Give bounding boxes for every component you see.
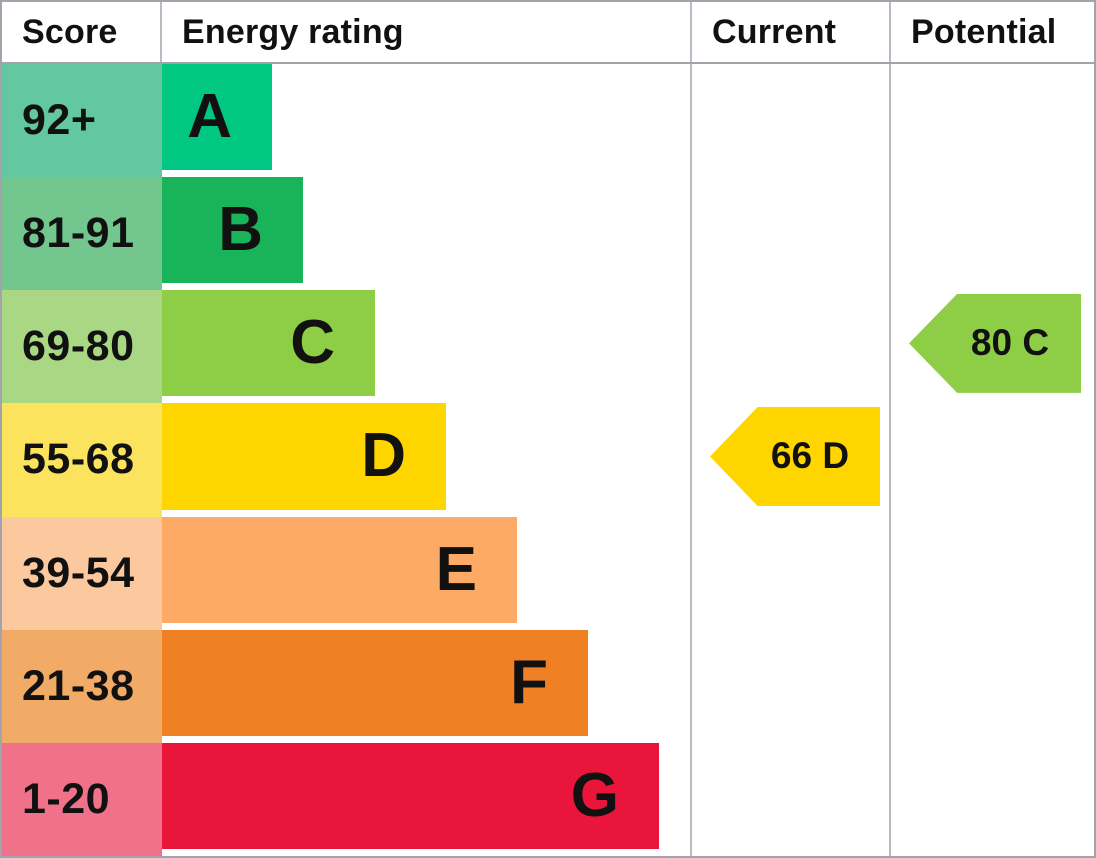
potential-marker-row — [891, 403, 1092, 516]
score-range-label: 81-91 — [22, 209, 135, 258]
band-letter-c: C — [290, 308, 335, 378]
column-header-potential: Potential — [911, 12, 1057, 51]
score-range-cell-f: 21-38 — [2, 629, 162, 743]
column-header-score: Score — [2, 2, 162, 62]
band-row-b: B — [162, 177, 692, 290]
band-bar-e: E — [162, 516, 517, 623]
column-header-energy-rating: Energy rating — [162, 2, 692, 62]
current-column: 66 D — [690, 64, 889, 856]
current-marker-row: 66 D — [692, 403, 889, 516]
band-row-d: D — [162, 403, 692, 516]
band-bar-d: D — [162, 403, 446, 510]
current-marker-row — [692, 177, 889, 290]
column-header-current: Current — [692, 2, 891, 62]
potential-rating-value: 80 C — [970, 322, 1050, 364]
current-marker-row — [692, 290, 889, 403]
table-header-row: Score Energy rating Current Potential — [2, 2, 1094, 64]
score-range-cell-g: 1-20 — [2, 742, 162, 856]
score-range-label: 92+ — [22, 96, 97, 145]
score-range-cell-b: 81-91 — [2, 177, 162, 291]
score-range-label: 1-20 — [22, 774, 111, 823]
potential-marker-row: 80 C — [891, 290, 1092, 403]
potential-marker-row — [891, 517, 1092, 630]
band-bar-c: C — [162, 290, 375, 397]
score-range-label: 39-54 — [22, 548, 135, 597]
band-bar-a: A — [162, 64, 272, 171]
current-marker-row — [692, 743, 889, 856]
band-row-g: G — [162, 742, 692, 856]
current-marker-row — [692, 630, 889, 743]
score-range-label: 55-68 — [22, 435, 135, 484]
band-letter-g: G — [570, 760, 619, 830]
band-letter-f: F — [510, 647, 548, 717]
score-column: 92+ 81-91 69-80 55-68 39-54 21-38 1-20 — [2, 64, 162, 856]
potential-column: 80 C — [889, 64, 1092, 856]
band-letter-b: B — [218, 195, 263, 265]
band-row-a: A — [162, 64, 692, 177]
potential-marker-row — [891, 630, 1092, 743]
band-letter-d: D — [361, 421, 406, 491]
band-bar-g: G — [162, 742, 659, 849]
band-row-c: C — [162, 290, 692, 403]
potential-marker-row — [891, 64, 1092, 177]
score-range-cell-c: 69-80 — [2, 290, 162, 404]
band-letter-e: E — [435, 534, 477, 604]
current-marker-row — [692, 517, 889, 630]
score-range-cell-a: 92+ — [2, 64, 162, 178]
band-bar-f: F — [162, 629, 588, 736]
current-rating-value: 66 D — [770, 435, 850, 477]
band-row-e: E — [162, 516, 692, 630]
band-letter-a: A — [187, 82, 232, 152]
score-range-label: 69-80 — [22, 322, 135, 371]
band-bar-b: B — [162, 177, 303, 284]
score-range-label: 21-38 — [22, 661, 135, 710]
potential-marker-row — [891, 177, 1092, 290]
current-marker-row — [692, 64, 889, 177]
potential-rating-arrow: 80 C — [909, 293, 1081, 393]
potential-marker-row — [891, 743, 1092, 856]
band-row-f: F — [162, 629, 692, 743]
score-range-cell-d: 55-68 — [2, 403, 162, 517]
current-rating-arrow: 66 D — [710, 406, 880, 506]
score-range-cell-e: 39-54 — [2, 516, 162, 630]
